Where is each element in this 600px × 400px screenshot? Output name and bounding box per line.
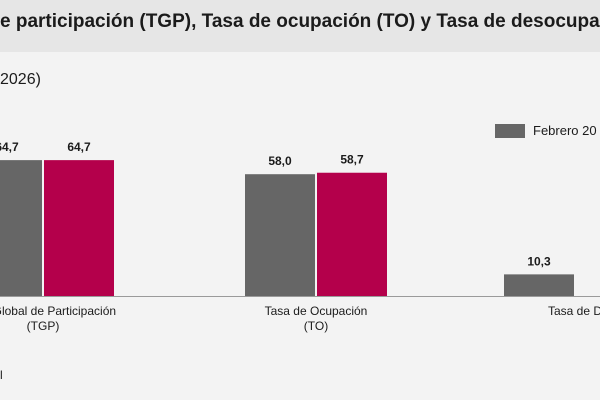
chart-title: e participación (TGP), Tasa de ocupación… — [0, 11, 600, 32]
data-label-series-1-cat-2: 58,0 — [268, 154, 292, 168]
legend: Febrero 20 — [495, 123, 597, 138]
bar-series-2-cat-2 — [317, 172, 387, 296]
data-label-series-2-cat-2: 58,7 — [340, 153, 364, 167]
footer-note: l — [0, 368, 3, 382]
bar-series-1-cat-3 — [504, 274, 574, 296]
category-label-1-line-1: asa Global de Participación — [0, 304, 116, 318]
bar-series-1-cat-1 — [0, 160, 42, 296]
bar-series-1-cat-2 — [245, 174, 315, 296]
data-label-series-2-cat-1: 64,7 — [67, 140, 91, 154]
category-label-2-line-1: Tasa de Ocupación — [265, 304, 368, 318]
category-label-1-line-2: (TGP) — [27, 319, 60, 333]
data-label-series-1-cat-1: 64,7 — [0, 140, 19, 154]
category-label-2-line-2: (TO) — [304, 319, 328, 333]
chart-title-bar: e participación (TGP), Tasa de ocupación… — [0, 0, 600, 52]
legend-label-series-1: Febrero 20 — [533, 123, 597, 138]
category-label-3-line-1: Tasa de D — [548, 304, 600, 318]
data-label-series-1-cat-3: 10,3 — [527, 254, 551, 268]
legend-swatch-series-1 — [495, 123, 525, 138]
chart-subtitle: 2026) — [0, 71, 41, 88]
bar-series-2-cat-1 — [44, 160, 114, 296]
